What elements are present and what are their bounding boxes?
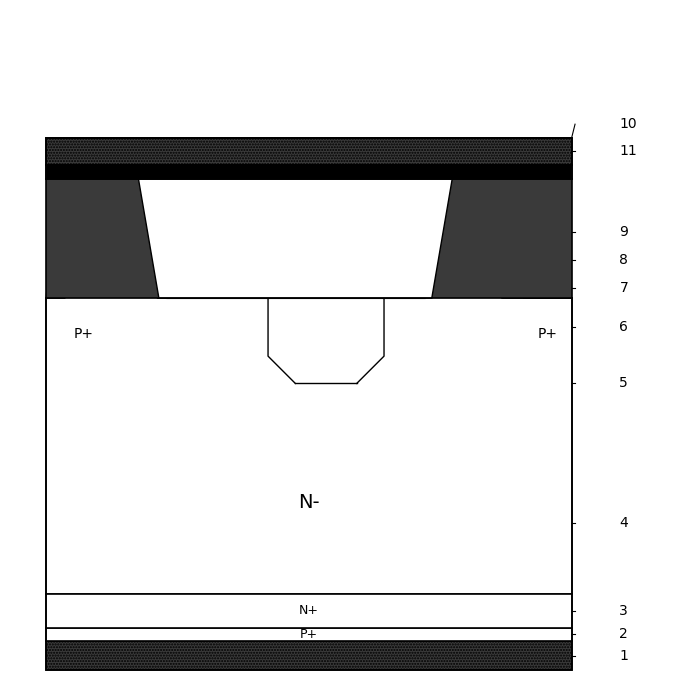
Bar [46,627,572,641]
Polygon shape [64,262,157,298]
Text: P: P [389,282,396,292]
Text: P: P [171,282,178,292]
Text: 10: 10 [620,117,637,132]
Bar [166,271,425,298]
Polygon shape [139,179,453,298]
Bar [46,594,572,627]
Text: 2: 2 [620,627,628,641]
Bar [432,179,572,298]
Bar [46,179,159,298]
Text: 1: 1 [620,649,629,662]
Bar [166,249,425,271]
Text: 4: 4 [620,516,628,530]
Bar [46,138,572,165]
Text: N+: N+ [299,604,319,617]
Text: 3: 3 [620,603,628,618]
Text: P+: P+ [538,327,558,341]
Text: 6: 6 [620,321,629,334]
Text: P+: P+ [300,628,318,641]
Text: N-: N- [298,493,319,512]
Text: 8: 8 [620,253,629,266]
Polygon shape [46,234,203,298]
Bar [46,165,572,179]
Bar [46,138,572,670]
Polygon shape [410,262,502,298]
Bar [46,179,572,298]
Polygon shape [367,234,524,298]
Text: N+: N+ [103,279,120,289]
Text: 5: 5 [620,377,628,390]
Text: 11: 11 [620,145,637,158]
Text: N+: N+ [447,279,464,289]
Bar [46,641,572,670]
Text: P+: P+ [73,327,94,341]
Bar [46,298,572,594]
Text: 9: 9 [620,225,629,240]
Text: 7: 7 [620,281,628,295]
